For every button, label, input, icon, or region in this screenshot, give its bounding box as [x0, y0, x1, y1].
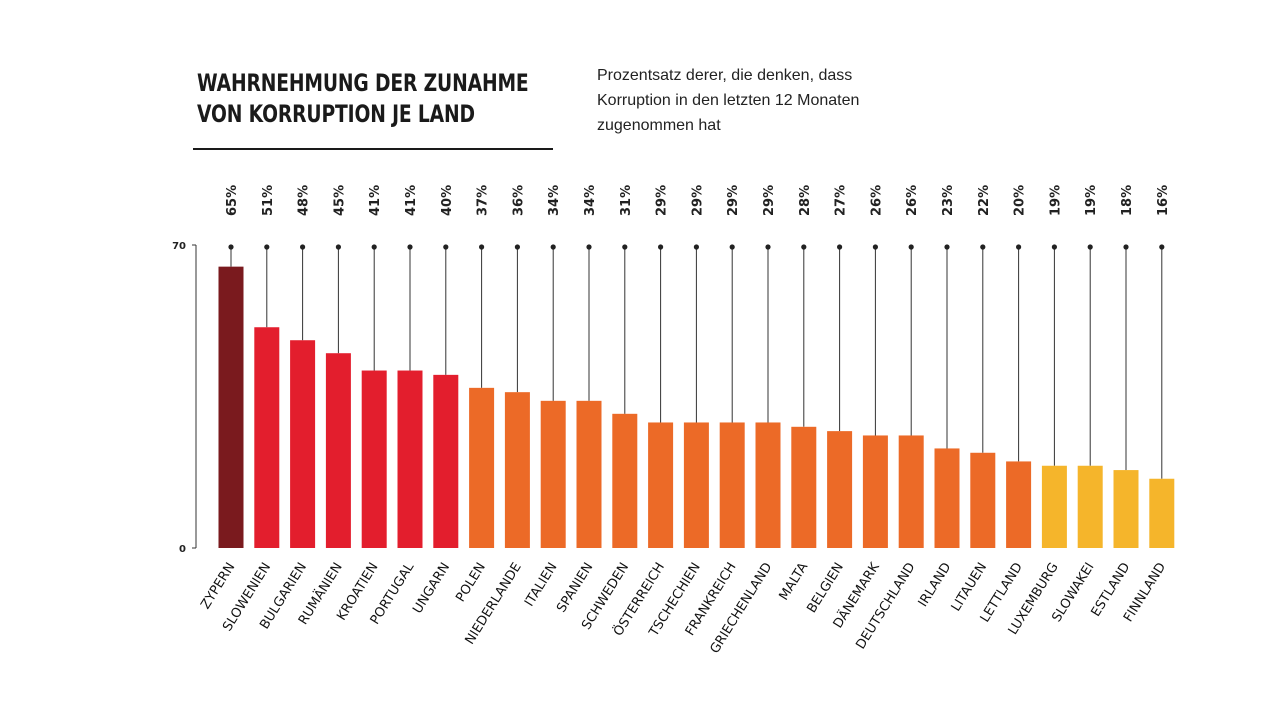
bar: [970, 452, 996, 548]
leader-dot: [658, 244, 664, 250]
data-label: 36%: [511, 185, 526, 216]
data-label: 34%: [547, 185, 562, 216]
leader-dot: [801, 244, 807, 250]
bar: [934, 448, 960, 548]
data-label: 41%: [368, 185, 383, 216]
leader-dot: [228, 244, 234, 250]
leader-dot: [872, 244, 879, 250]
category-label: MALTA: [777, 560, 812, 603]
bar: [862, 435, 888, 548]
bar: [433, 374, 459, 548]
leader-dot: [335, 244, 341, 250]
leader-dot: [729, 244, 735, 250]
data-label: 29%: [726, 185, 741, 216]
chart-title: WAHRNEHMUNG DER ZUNAHME VON KORRUPTION J…: [197, 68, 529, 130]
bar: [540, 400, 566, 548]
bar: [361, 370, 387, 548]
leader-dot: [1087, 244, 1093, 250]
data-label: 20%: [1013, 185, 1028, 216]
leader-dot: [479, 244, 485, 250]
data-label: 40%: [440, 185, 455, 216]
bar: [1149, 478, 1175, 548]
leader-dot: [1016, 244, 1022, 250]
bar: [648, 422, 674, 548]
data-label: 34%: [583, 185, 598, 216]
leader-dot: [1051, 244, 1057, 250]
data-label: 65%: [225, 185, 240, 216]
data-label: 29%: [655, 185, 670, 216]
leader-dot: [443, 244, 449, 250]
data-label: 29%: [762, 185, 777, 216]
title-divider: [193, 148, 553, 150]
bar: [1041, 465, 1067, 548]
bar: [898, 435, 924, 548]
data-label: 29%: [690, 185, 705, 216]
data-label: 48%: [297, 185, 312, 216]
leader-dot: [1123, 244, 1129, 250]
data-label: 26%: [869, 185, 884, 216]
leader-dot: [622, 244, 628, 250]
leader-dot: [514, 244, 521, 250]
bar: [254, 327, 280, 548]
leader-dot: [407, 244, 413, 250]
data-label: 51%: [261, 185, 276, 216]
category-label: IRLAND: [916, 560, 955, 610]
chart-title-line1: WAHRNEHMUNG DER ZUNAHME: [197, 69, 529, 97]
data-label: 22%: [977, 185, 992, 216]
leader-dot: [837, 244, 843, 250]
bar: [755, 422, 781, 548]
data-label: 28%: [798, 185, 813, 216]
leader-dot: [586, 244, 592, 250]
data-label: 31%: [619, 185, 634, 216]
bar: [791, 426, 817, 548]
bar: [576, 400, 602, 548]
bar: [719, 422, 745, 548]
bar: [683, 422, 709, 548]
bar: [504, 392, 530, 548]
bar: [325, 353, 351, 548]
category-label: POLEN: [453, 560, 489, 605]
leader-dot: [1159, 244, 1165, 250]
leader-dot: [908, 244, 914, 250]
data-label: 37%: [476, 185, 491, 216]
data-label: 41%: [404, 185, 419, 216]
data-label: 16%: [1156, 185, 1171, 216]
data-label: 27%: [834, 185, 849, 216]
data-label: 23%: [941, 185, 956, 216]
bar: [469, 387, 495, 548]
bar: [1006, 461, 1032, 548]
chart-title-line2: VON KORRUPTION JE LAND: [197, 100, 475, 128]
y-tick-label: 70: [172, 241, 186, 252]
chart-subtitle: Prozentsatz derer, die denken, dass Korr…: [597, 67, 860, 134]
leader-dot: [300, 244, 306, 250]
category-label: ZYPERN: [198, 560, 238, 612]
data-label: 18%: [1120, 185, 1135, 216]
bar: [218, 266, 244, 548]
data-label: 19%: [1084, 185, 1099, 216]
bar: [1113, 470, 1139, 548]
y-tick-label: 0: [179, 544, 186, 555]
bar: [827, 431, 853, 548]
leader-dot: [944, 244, 950, 250]
data-label: 45%: [332, 185, 347, 216]
bar: [290, 340, 316, 548]
bar: [1077, 465, 1103, 548]
leader-dot: [765, 244, 771, 250]
data-label: 26%: [905, 185, 920, 216]
leader-dot: [980, 244, 986, 250]
leader-dot: [264, 244, 270, 250]
bar: [612, 413, 638, 548]
bar: [397, 370, 423, 548]
category-label: ITALIEN: [522, 560, 561, 609]
leader-dot: [693, 244, 700, 250]
leader-dot: [550, 244, 556, 250]
data-label: 19%: [1048, 185, 1063, 216]
leader-dot: [371, 244, 377, 250]
